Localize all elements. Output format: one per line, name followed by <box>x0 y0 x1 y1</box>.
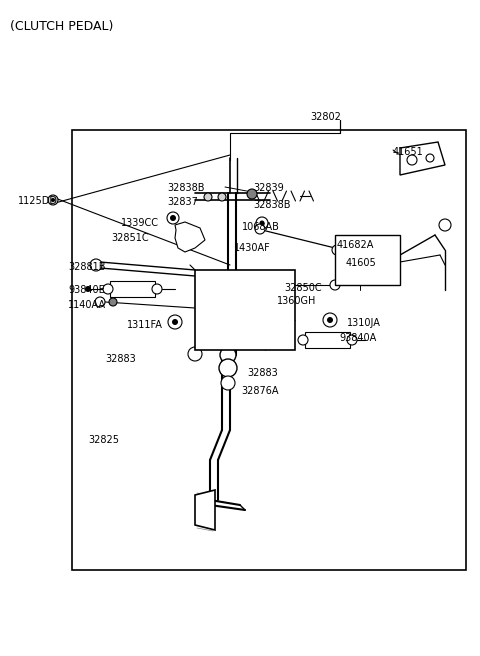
Text: 1430AF: 1430AF <box>234 243 271 253</box>
Circle shape <box>274 274 286 286</box>
Text: 1360GH: 1360GH <box>277 296 316 306</box>
Circle shape <box>332 245 342 255</box>
Circle shape <box>152 284 162 294</box>
Circle shape <box>220 347 236 363</box>
Circle shape <box>347 335 357 345</box>
Text: 93840E: 93840E <box>68 285 105 295</box>
Circle shape <box>323 313 337 327</box>
Circle shape <box>426 154 434 162</box>
Bar <box>305 332 350 348</box>
Circle shape <box>90 259 102 271</box>
Text: 32851C: 32851C <box>111 233 149 243</box>
Circle shape <box>218 193 226 201</box>
Circle shape <box>407 155 417 165</box>
Circle shape <box>260 220 264 226</box>
Text: (CLUTCH PEDAL): (CLUTCH PEDAL) <box>10 20 113 33</box>
Bar <box>195 270 295 350</box>
Text: 93840A: 93840A <box>339 333 376 343</box>
Text: 32838B: 32838B <box>253 200 290 210</box>
Bar <box>72 130 466 570</box>
Text: 1311FA: 1311FA <box>127 320 163 330</box>
Bar <box>110 281 155 297</box>
Circle shape <box>255 224 265 234</box>
Circle shape <box>170 215 176 221</box>
Circle shape <box>368 248 382 262</box>
Circle shape <box>167 212 179 224</box>
Circle shape <box>103 284 113 294</box>
Circle shape <box>345 248 359 262</box>
Text: 1140AA: 1140AA <box>68 300 106 310</box>
Circle shape <box>439 219 451 231</box>
Circle shape <box>219 359 237 377</box>
Circle shape <box>204 274 216 286</box>
Circle shape <box>274 334 286 346</box>
Text: 32850C: 32850C <box>284 283 322 293</box>
Circle shape <box>298 335 308 345</box>
Bar <box>335 235 400 285</box>
Circle shape <box>48 195 58 205</box>
Circle shape <box>188 347 202 361</box>
Circle shape <box>221 376 235 390</box>
Circle shape <box>330 280 340 290</box>
Polygon shape <box>175 222 205 252</box>
Circle shape <box>370 265 380 275</box>
Circle shape <box>172 319 178 325</box>
Text: 1310JA: 1310JA <box>347 318 381 328</box>
Text: 32839: 32839 <box>253 183 284 193</box>
Circle shape <box>204 193 212 201</box>
Circle shape <box>168 315 182 329</box>
Text: 1125DD: 1125DD <box>18 196 58 206</box>
Text: 32825: 32825 <box>88 435 119 445</box>
Text: 41682A: 41682A <box>337 240 374 250</box>
Text: 1339CC: 1339CC <box>121 218 159 228</box>
Polygon shape <box>195 490 215 530</box>
Text: 41651: 41651 <box>393 147 424 157</box>
Circle shape <box>256 217 268 229</box>
Circle shape <box>247 189 257 199</box>
Circle shape <box>235 297 251 313</box>
Text: 32883: 32883 <box>247 368 278 378</box>
Text: 32802: 32802 <box>310 112 341 122</box>
Circle shape <box>327 317 333 323</box>
Circle shape <box>109 298 117 306</box>
Circle shape <box>85 286 91 292</box>
Text: 32883: 32883 <box>105 354 136 364</box>
Text: 1068AB: 1068AB <box>242 222 280 232</box>
Text: 41605: 41605 <box>346 258 377 268</box>
Circle shape <box>51 198 55 202</box>
Circle shape <box>95 297 105 307</box>
Circle shape <box>347 265 357 275</box>
Text: 32881B: 32881B <box>68 262 106 272</box>
Text: 32837: 32837 <box>167 197 198 207</box>
Text: 32876A: 32876A <box>241 386 278 396</box>
Polygon shape <box>400 142 445 175</box>
Circle shape <box>204 334 216 346</box>
Text: 32838B: 32838B <box>167 183 204 193</box>
